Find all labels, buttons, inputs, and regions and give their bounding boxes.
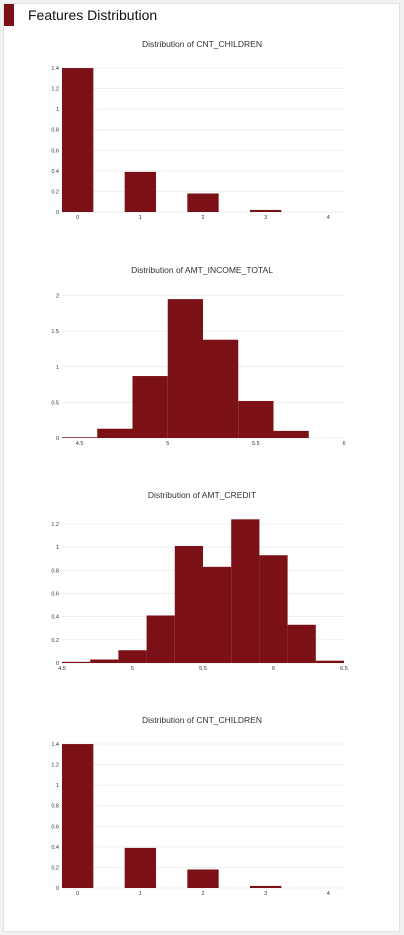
x-tick-label: 5 (131, 666, 134, 672)
x-tick-label: 1 (139, 891, 142, 897)
x-tick-label: 4.5 (58, 666, 66, 672)
chart-title: Distribution of AMT_CREDIT (148, 490, 256, 500)
y-tick-label: 1.2 (51, 87, 59, 93)
y-tick-label: 0.4 (51, 169, 59, 175)
x-tick-label: 5.5 (252, 441, 260, 447)
chart-cnt-children: Distribution of CNT_CHILDREN 0 0.2 0.4 0.6 0.… (4, 34, 401, 239)
histogram-bar (62, 662, 90, 663)
histogram-bar (125, 172, 156, 212)
histogram-bar (118, 650, 146, 663)
y-tick-label: 0.5 (51, 400, 59, 406)
y-tick-label: 1 (56, 545, 59, 551)
histogram-bar (175, 546, 203, 663)
x-tick-label: 4 (327, 891, 330, 897)
x-tick-label: 4 (327, 215, 330, 221)
histogram-bar (316, 661, 344, 663)
y-tick-label: 1.2 (51, 522, 59, 528)
x-tick-label: 3 (264, 215, 267, 221)
y-tick-label: 1 (56, 107, 59, 113)
y-tick-label: 0.8 (51, 568, 59, 574)
x-tick-label: 6.5 (340, 666, 348, 672)
y-tick-label: 0.4 (51, 845, 59, 851)
histogram-bar (250, 886, 281, 888)
chart-title: Distribution of AMT_INCOME_TOTAL (131, 265, 273, 275)
y-tick-label: 1.5 (51, 329, 59, 335)
histogram-bar (187, 193, 218, 212)
y-tick-label: 0 (56, 886, 59, 892)
y-tick-label: 0.2 (51, 865, 59, 871)
chart-title: Distribution of CNT_CHILDREN (142, 715, 262, 725)
x-tick-label: 4.5 (76, 441, 84, 447)
histogram-bar (97, 429, 132, 438)
chart-cnt-children-repeat: Distribution of CNT_CHILDREN 0 0.2 0.4 0.6 0.… (4, 710, 401, 915)
y-tick-label: 1.4 (51, 66, 59, 72)
histogram-bar (203, 340, 238, 438)
y-tick-label: 0.6 (51, 824, 59, 830)
x-tick-label: 6 (272, 666, 275, 672)
y-tick-label: 1 (56, 365, 59, 371)
y-tick-label: 0 (56, 210, 59, 216)
y-tick-label: 0.2 (51, 189, 59, 195)
panel-title: Features Distribution (28, 7, 157, 23)
x-tick-label: 3 (264, 891, 267, 897)
x-tick-label: 1 (139, 215, 142, 221)
histogram-bar (274, 431, 309, 438)
y-tick-label: 1.2 (51, 763, 59, 769)
chart-amt-credit: Distribution of AMT_CREDIT00.20.40.60.81… (4, 485, 401, 690)
y-tick-label: 0.2 (51, 638, 59, 644)
x-tick-label: 2 (201, 891, 204, 897)
histogram-bar (133, 376, 168, 438)
features-distribution-panel: Features Distribution Distribution of CN… (3, 3, 400, 932)
histogram-bar (250, 210, 281, 212)
x-tick-label: 0 (76, 891, 79, 897)
histogram-bar (238, 401, 273, 438)
histogram-bar (62, 437, 97, 438)
y-tick-label: 0.6 (51, 148, 59, 154)
y-tick-label: 1.4 (51, 742, 59, 748)
y-tick-label: 0.6 (51, 591, 59, 597)
histogram-bar (259, 555, 287, 663)
y-tick-label: 0.8 (51, 128, 59, 134)
y-tick-label: 1 (56, 783, 59, 789)
histogram-bar (187, 869, 218, 888)
histogram-bar (168, 299, 203, 438)
header-accent-bar (4, 4, 14, 26)
x-tick-label: 5.5 (199, 666, 207, 672)
x-tick-label: 5 (166, 441, 169, 447)
histogram-bar (203, 567, 231, 663)
histogram-bar (62, 744, 93, 888)
y-tick-label: 0 (56, 436, 59, 442)
histogram-bar (62, 68, 93, 212)
x-tick-label: 6 (342, 441, 345, 447)
histogram-bar (231, 519, 259, 663)
y-tick-label: 2 (56, 294, 59, 300)
y-tick-label: 0.8 (51, 804, 59, 810)
histogram-bar (147, 615, 175, 663)
y-tick-label: 0.4 (51, 615, 59, 621)
x-tick-label: 0 (76, 215, 79, 221)
chart-title: Distribution of CNT_CHILDREN (142, 39, 262, 49)
histogram-bar (90, 660, 118, 663)
histogram-bar (288, 625, 316, 663)
histogram-bar (125, 848, 156, 888)
chart-amt-income-total: Distribution of AMT_INCOME_TOTAL 0 0.5 1 1.5… (4, 260, 401, 465)
x-tick-label: 2 (201, 215, 204, 221)
